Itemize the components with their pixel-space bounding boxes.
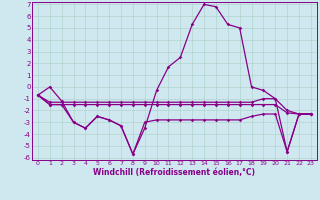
X-axis label: Windchill (Refroidissement éolien,°C): Windchill (Refroidissement éolien,°C) <box>93 168 255 177</box>
